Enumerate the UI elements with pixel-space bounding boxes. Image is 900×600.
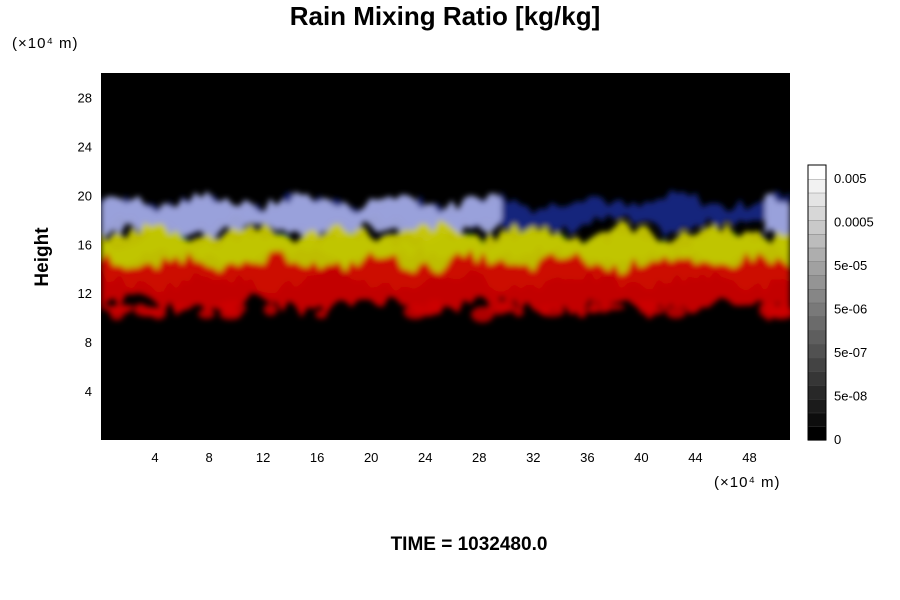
colorbar-tick-label: 0.005 — [834, 171, 867, 186]
y-tick-label: 12 — [78, 286, 92, 301]
rain-blob — [403, 304, 427, 320]
colorbar-cell — [807, 371, 827, 386]
rain-blob — [596, 303, 611, 313]
rain-blob — [665, 305, 687, 319]
colorbar-tick-label: 5e-07 — [834, 345, 867, 360]
x-tick-label: 24 — [418, 450, 432, 465]
rain-layer — [764, 192, 790, 241]
colorbar-cell — [807, 302, 827, 317]
rain-blob — [768, 306, 790, 320]
y-tick-label: 28 — [78, 90, 92, 105]
x-tick-label: 12 — [256, 450, 270, 465]
field-layers — [101, 189, 790, 323]
y-tick-label: 4 — [85, 384, 92, 399]
rain-blob — [471, 306, 494, 323]
rain-blob — [198, 308, 215, 319]
colorbar-cell — [807, 261, 827, 276]
x-unit-label: (×10⁴ m) — [714, 474, 781, 491]
rain-field — [101, 189, 790, 323]
rain-blob — [492, 302, 511, 312]
rain-blob — [585, 306, 599, 313]
x-tick-label: 4 — [151, 450, 158, 465]
rain-blob — [214, 303, 238, 311]
y-axis-label: Height — [32, 227, 53, 287]
rain-blob — [134, 303, 146, 312]
rain-blob — [219, 309, 242, 320]
colorbar-cell — [807, 288, 827, 304]
x-tick-label: 20 — [364, 450, 378, 465]
y-tick-label: 8 — [85, 335, 92, 350]
x-axis-ticks: 4 8 12 16 20 24 28 32 36 40 44 48 — [151, 450, 756, 465]
time-label: TIME = 1032480.0 — [391, 534, 548, 555]
rain-blob — [433, 301, 443, 315]
colorbar-cell — [807, 233, 827, 249]
colorbar-cell — [807, 247, 827, 262]
y-tick-label: 24 — [78, 139, 92, 154]
x-tick-label: 48 — [742, 450, 756, 465]
colorbar-cell — [807, 192, 827, 207]
colorbar-cell — [807, 219, 827, 235]
rain-blob — [141, 309, 163, 317]
colorbar-cell — [807, 329, 827, 345]
colorbar-tick-label: 5e-05 — [834, 258, 867, 273]
colorbar-cell — [807, 178, 827, 194]
colorbar-cell — [807, 343, 827, 359]
colorbar-tick-label: 0.0005 — [834, 215, 874, 230]
colorbar-cell — [807, 398, 827, 414]
chart-title: Rain Mixing Ratio [kg/kg] — [290, 1, 601, 31]
colorbar-cell — [807, 274, 827, 290]
rain-blob — [263, 303, 278, 316]
colorbar-tick-label: 5e-06 — [834, 302, 867, 317]
rain-blob — [764, 306, 773, 321]
colorbar-cell — [807, 164, 827, 180]
x-tick-label: 32 — [526, 450, 540, 465]
y-tick-label: 20 — [78, 188, 92, 203]
x-tick-label: 36 — [580, 450, 594, 465]
plot-area — [101, 73, 790, 440]
rain-blob — [175, 303, 186, 312]
rain-blob — [576, 308, 587, 318]
x-tick-label: 28 — [472, 450, 486, 465]
colorbar-tick-label: 0 — [834, 432, 841, 447]
rain-blob — [315, 309, 328, 319]
rain-blob — [645, 306, 654, 319]
colorbar-cell — [807, 316, 827, 331]
x-tick-label: 44 — [688, 450, 702, 465]
colorbar-ticks: 0.005 0.0005 5e-05 5e-06 5e-07 5e-08 0 — [834, 171, 874, 447]
x-tick-label: 16 — [310, 450, 324, 465]
rain-layer — [101, 249, 790, 318]
x-tick-label: 40 — [634, 450, 648, 465]
colorbar: 0.005 0.0005 5e-05 5e-06 5e-07 5e-08 0 — [807, 164, 874, 447]
y-unit-label: (×10⁴ m) — [12, 35, 79, 52]
colorbar-cell — [807, 357, 827, 372]
colorbar-cell — [807, 426, 827, 441]
y-axis-ticks: 4 8 12 16 20 24 28 — [78, 90, 92, 399]
colorbar-cell — [807, 384, 827, 400]
colorbar-cell — [807, 206, 827, 221]
rain-blob — [109, 304, 136, 311]
colorbar-tick-label: 5e-08 — [834, 389, 867, 404]
colorbar-cell — [807, 412, 827, 427]
x-tick-label: 8 — [205, 450, 212, 465]
y-tick-label: 16 — [78, 237, 92, 252]
rain-blob — [513, 307, 524, 317]
rain-blob — [538, 305, 566, 317]
